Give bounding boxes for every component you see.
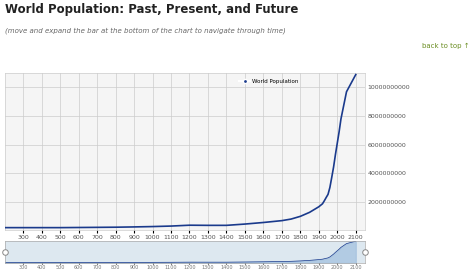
Legend: World Population: World Population: [238, 78, 300, 85]
Text: back to top ↑: back to top ↑: [422, 43, 469, 50]
Text: World Population: Past, Present, and Future: World Population: Past, Present, and Fut…: [5, 3, 298, 16]
Text: (move and expand the bar at the bottom of the chart to navigate through time): (move and expand the bar at the bottom o…: [5, 27, 285, 34]
